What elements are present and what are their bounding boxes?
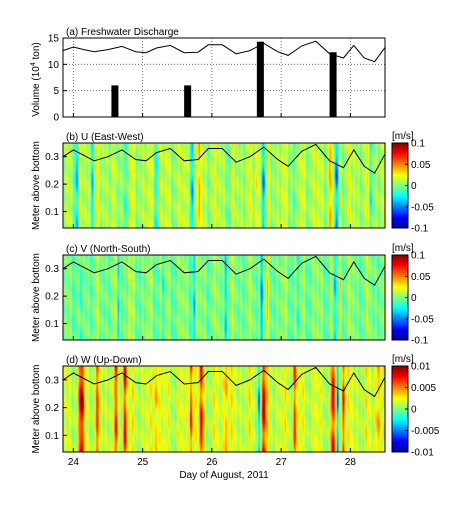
y-axis-label: Meter above bottom xyxy=(31,141,42,230)
panel-title: (b) U (East-West) xyxy=(66,132,144,143)
colorbar-tick-label: 0 xyxy=(411,293,417,304)
colorbar-tick-label: 0 xyxy=(411,405,417,416)
panel-a: 0 5 10 15 (a) Freshwater Discharge Volume (10… xyxy=(30,27,386,124)
y-axis-label: Meter above bottom xyxy=(31,365,42,454)
colorbar-unit: [m/s] xyxy=(392,131,414,142)
axes-frame xyxy=(62,365,386,453)
y-tick-label: 0.1 xyxy=(45,319,59,330)
y-tick-label: 10 xyxy=(48,60,60,71)
discharge-bar xyxy=(256,41,264,117)
colorbar-tick-label: 0 xyxy=(411,181,417,192)
heatmap-field xyxy=(63,366,385,452)
discharge-bar xyxy=(111,85,119,117)
x-tick-label: 24 xyxy=(68,457,80,468)
y-axis-label-tail: ton) xyxy=(31,42,42,62)
y-tick-label: 0.1 xyxy=(45,431,59,442)
y-tick-label: 0.3 xyxy=(45,152,59,163)
colorbar-unit: [m/s] xyxy=(392,243,414,254)
y-axis-label-main: Volume (10 xyxy=(31,66,42,117)
panel-title: (a) Freshwater Discharge xyxy=(66,27,179,38)
colorbar-tick-label: -0.1 xyxy=(411,336,429,347)
y-axis-label: Volume (104 ton) xyxy=(30,42,42,117)
discharge-bar xyxy=(184,85,192,117)
colorbar-tick-label: -0.005 xyxy=(411,426,440,437)
heatmap-field xyxy=(63,255,385,340)
x-tick-label: 26 xyxy=(206,457,218,468)
colorbar-tick-label: -0.05 xyxy=(411,314,434,325)
colorbar-tick-label: 0.05 xyxy=(411,160,431,171)
colorbar-unit: [m/s] xyxy=(392,354,414,365)
heatmap-field xyxy=(63,143,385,228)
y-tick-label: 15 xyxy=(48,34,60,45)
x-axis-label: Day of August, 2011 xyxy=(179,470,269,481)
colorbar-tick-label: 0.1 xyxy=(411,139,425,150)
y-tick-label: 0.3 xyxy=(45,264,59,275)
water-level-line xyxy=(62,366,386,398)
panel-b: 0.1 0.2 0.3 (b) U (East-West) Meter above bo… xyxy=(31,131,434,235)
y-axis-label-sup: 4 xyxy=(30,62,37,66)
water-level-line xyxy=(62,40,386,63)
water-level-line xyxy=(62,143,386,174)
colorbar-tick-label: 0.1 xyxy=(411,251,425,262)
colorbar-tick-label: 0.01 xyxy=(411,362,431,373)
discharge-bar xyxy=(329,52,337,117)
y-tick-label: 0.3 xyxy=(45,375,59,386)
y-tick-label: 0.2 xyxy=(45,403,59,414)
y-axis-label: Meter above bottom xyxy=(31,253,42,342)
y-tick-label: 0.1 xyxy=(45,207,59,218)
colorbar-tick-label: 0.05 xyxy=(411,272,431,283)
axes-frame xyxy=(62,37,386,118)
y-tick-label: 0 xyxy=(53,113,59,124)
water-level-line xyxy=(62,255,386,286)
axes-frame xyxy=(62,142,386,229)
colorbar-tick-label: -0.05 xyxy=(411,202,434,213)
y-tick-label: 0.2 xyxy=(45,180,59,191)
colorbar-tick-label: 0.005 xyxy=(411,383,436,394)
y-tick-label: 5 xyxy=(53,86,59,97)
panel-title: (c) V (North-South) xyxy=(66,244,150,255)
x-tick-label: 28 xyxy=(345,457,357,468)
colorbar-tick-label: -0.1 xyxy=(411,224,429,235)
x-axis: 24 25 26 27 28 Day of August, 2011 xyxy=(68,457,357,481)
colorbar-tick-label: -0.01 xyxy=(411,448,434,459)
y-tick-label: 0.2 xyxy=(45,292,59,303)
panel-title: (d) W (Up-Down) xyxy=(66,355,142,366)
panel-d: 0.1 0.2 0.3 (d) W (Up-Down) Meter above bott… xyxy=(31,354,440,459)
panel-c: 0.1 0.2 0.3 (c) V (North-South) Meter above … xyxy=(31,243,434,347)
x-tick-label: 27 xyxy=(276,457,288,468)
axes-frame xyxy=(62,254,386,341)
x-tick-label: 25 xyxy=(137,457,149,468)
